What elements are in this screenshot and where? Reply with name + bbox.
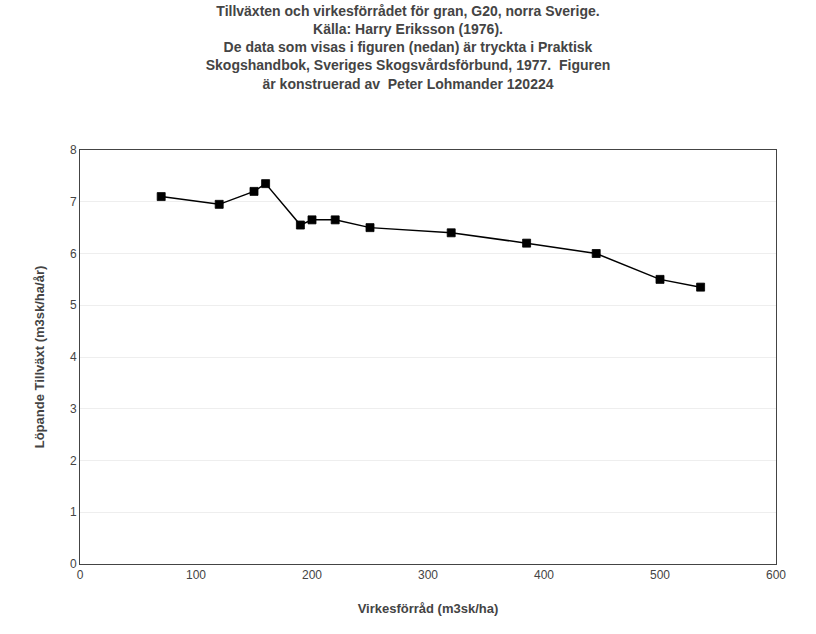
- svg-text:1: 1: [70, 505, 77, 519]
- svg-text:0: 0: [70, 557, 77, 571]
- svg-text:Löpande Tillväxt (m3sk/ha/år): Löpande Tillväxt (m3sk/ha/år): [32, 266, 47, 449]
- svg-text:Virkesförråd (m3sk/ha): Virkesförråd (m3sk/ha): [358, 601, 499, 616]
- svg-text:3: 3: [70, 402, 77, 416]
- svg-text:600: 600: [766, 568, 786, 582]
- svg-text:5: 5: [70, 298, 77, 312]
- svg-text:100: 100: [186, 568, 206, 582]
- svg-text:4: 4: [70, 350, 77, 364]
- svg-text:500: 500: [650, 568, 670, 582]
- svg-text:200: 200: [302, 568, 322, 582]
- svg-text:2: 2: [70, 454, 77, 468]
- svg-text:8: 8: [70, 143, 77, 157]
- svg-text:400: 400: [534, 568, 554, 582]
- svg-text:0: 0: [77, 568, 84, 582]
- svg-text:7: 7: [70, 195, 77, 209]
- svg-text:6: 6: [70, 247, 77, 261]
- svg-text:Tillväxten och virkesförrådet: Tillväxten och virkesförrådet för gran, …: [206, 3, 611, 92]
- svg-text:300: 300: [418, 568, 438, 582]
